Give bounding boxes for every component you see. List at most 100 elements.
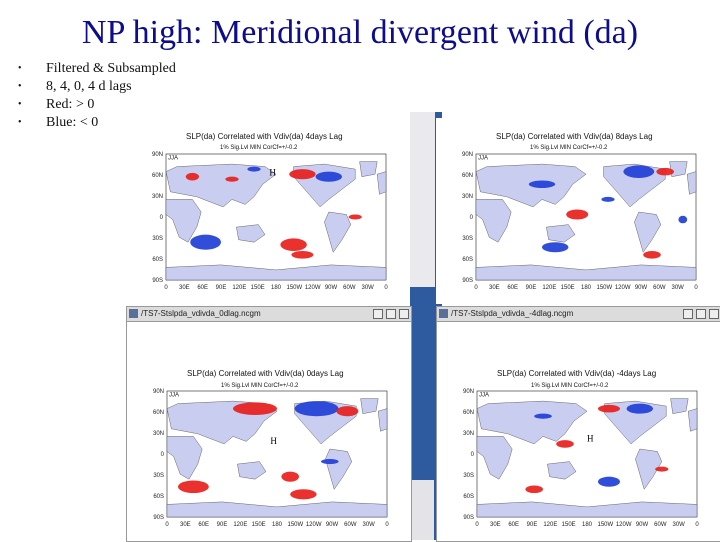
plot-window[interactable]: /TS7-Stslpda_vdivda_0dlag.ncgm SLP(da) C… bbox=[126, 306, 412, 542]
continent-shape bbox=[237, 461, 267, 480]
maximize-button[interactable] bbox=[386, 309, 396, 319]
lat-tick-label: 30S bbox=[152, 236, 163, 242]
lon-tick-label: 0 bbox=[164, 285, 168, 291]
lat-tick-label: 90S bbox=[463, 515, 474, 521]
negative-correlation-region bbox=[321, 459, 339, 465]
lat-tick-label: 30S bbox=[153, 473, 164, 479]
positive-correlation-region bbox=[556, 440, 574, 448]
lon-tick-label: 60W bbox=[654, 522, 667, 528]
lon-tick-label: 0 bbox=[694, 285, 698, 291]
window-title: /TS7-Stslpda_vdivda_-4dlag.ncgm bbox=[451, 309, 574, 318]
lon-tick-label: 60E bbox=[507, 285, 518, 291]
negative-correlation-region bbox=[678, 215, 688, 224]
negative-correlation-region bbox=[247, 166, 261, 172]
lon-tick-label: 150W bbox=[597, 522, 613, 528]
lon-tick-label: 0 bbox=[384, 285, 388, 291]
negative-correlation-region bbox=[190, 234, 221, 250]
season-label: JJA bbox=[168, 156, 178, 162]
plot-title: SLP(da) Correlated with Vdiv(da) 0days L… bbox=[187, 369, 344, 378]
lon-tick-label: 120E bbox=[543, 522, 557, 528]
continent-shape bbox=[669, 161, 688, 177]
bullet-item: Filtered & Subsampled bbox=[18, 60, 176, 78]
lat-tick-label: 60S bbox=[463, 494, 474, 500]
bullet-item: Blue: < 0 bbox=[18, 114, 176, 132]
continent-shape bbox=[166, 501, 388, 518]
negative-correlation-region bbox=[528, 180, 556, 189]
continent-shape bbox=[476, 501, 698, 518]
lon-tick-label: 90E bbox=[527, 522, 538, 528]
minimize-button[interactable] bbox=[683, 309, 693, 319]
plot-window[interactable]: /TS7-Stslpda_vdivda_-4dlag.ncgm SLP(da) … bbox=[436, 306, 720, 542]
lon-tick-label: 30W bbox=[362, 522, 375, 528]
lon-tick-label: 60E bbox=[508, 522, 519, 528]
plot-window[interactable]: SLP(da) Correlated with Vdiv(da) 8days L… bbox=[436, 118, 720, 304]
window-titlebar[interactable]: /TS7-Stslpda_vdivda_0dlag.ncgm bbox=[127, 307, 411, 322]
lon-tick-label: 60W bbox=[343, 285, 356, 291]
lat-tick-label: 90N bbox=[463, 389, 474, 395]
negative-correlation-region bbox=[598, 476, 620, 487]
positive-correlation-region bbox=[281, 471, 299, 482]
lon-tick-label: 120E bbox=[233, 522, 247, 528]
positive-correlation-region bbox=[290, 489, 317, 500]
lon-tick-label: 60E bbox=[197, 285, 208, 291]
lat-tick-label: 60S bbox=[153, 494, 164, 500]
continent-shape bbox=[360, 398, 379, 414]
close-button[interactable] bbox=[709, 309, 719, 319]
plot-subtitle: 1% Sig.Lvl MIN CorCf=+/-0.2 bbox=[531, 383, 609, 389]
lat-tick-label: 90N bbox=[153, 389, 164, 395]
lon-tick-label: 90W bbox=[635, 285, 648, 291]
x-window-icon bbox=[129, 309, 138, 318]
lat-tick-label: 60N bbox=[462, 173, 473, 179]
lon-tick-label: 180 bbox=[581, 285, 592, 291]
negative-correlation-region bbox=[623, 165, 655, 178]
continent-shape bbox=[376, 171, 387, 195]
lon-tick-label: 180 bbox=[582, 522, 593, 528]
maximize-button[interactable] bbox=[696, 309, 706, 319]
window-controls bbox=[370, 309, 409, 321]
continent-shape bbox=[475, 199, 512, 243]
lon-tick-label: 90E bbox=[526, 285, 537, 291]
continent-shape bbox=[359, 161, 378, 177]
lon-tick-label: 30E bbox=[179, 285, 190, 291]
bullet-item: Red: > 0 bbox=[18, 96, 176, 114]
plot-window[interactable]: SLP(da) Correlated with Vdiv(da) 4days L… bbox=[126, 118, 410, 304]
slide-title: NP high: Meridional divergent wind (da) bbox=[81, 14, 639, 51]
negative-correlation-region bbox=[315, 171, 342, 182]
lat-tick-label: 90S bbox=[153, 515, 164, 521]
lon-tick-label: 30E bbox=[489, 285, 500, 291]
lon-tick-label: 30W bbox=[361, 285, 374, 291]
positive-correlation-region bbox=[598, 404, 620, 413]
bullet-list: Filtered & Subsampled 8, 4, 0, 4 d lags … bbox=[18, 60, 176, 132]
close-button[interactable] bbox=[399, 309, 409, 319]
negative-correlation-region bbox=[294, 401, 339, 417]
positive-correlation-region bbox=[289, 169, 316, 180]
window-controls bbox=[680, 309, 719, 321]
lat-tick-label: 30S bbox=[462, 236, 473, 242]
lat-tick-label: 30N bbox=[463, 431, 474, 437]
minimize-button[interactable] bbox=[373, 309, 383, 319]
positive-correlation-region bbox=[185, 172, 199, 181]
lat-tick-label: 90S bbox=[462, 278, 473, 284]
lat-tick-label: 30S bbox=[463, 473, 474, 479]
positive-correlation-region bbox=[336, 406, 359, 417]
lat-tick-label: 60N bbox=[463, 410, 474, 416]
lon-tick-label: 90W bbox=[326, 522, 339, 528]
continent-shape bbox=[166, 436, 203, 480]
plot-title: SLP(da) Correlated with Vdiv(da) -4days … bbox=[497, 369, 657, 378]
season-label: JJA bbox=[479, 393, 489, 399]
positive-correlation-region bbox=[291, 251, 314, 259]
season-label: JJA bbox=[169, 393, 179, 399]
high-pressure-label: H bbox=[269, 167, 276, 177]
lat-tick-label: 0 bbox=[161, 452, 165, 458]
window-titlebar[interactable]: /TS7-Stslpda_vdivda_-4dlag.ncgm bbox=[437, 307, 720, 322]
continent-shape bbox=[547, 461, 577, 480]
lat-tick-label: 60N bbox=[153, 410, 164, 416]
continent-shape bbox=[165, 264, 387, 281]
bullet-item: 8, 4, 0, 4 d lags bbox=[18, 78, 176, 96]
continent-shape bbox=[165, 199, 202, 243]
lon-tick-label: 150W bbox=[287, 522, 303, 528]
plot-subtitle: 1% Sig.Lvl MIN CorCf=+/-0.2 bbox=[530, 145, 608, 151]
high-pressure-label: H bbox=[270, 436, 277, 446]
